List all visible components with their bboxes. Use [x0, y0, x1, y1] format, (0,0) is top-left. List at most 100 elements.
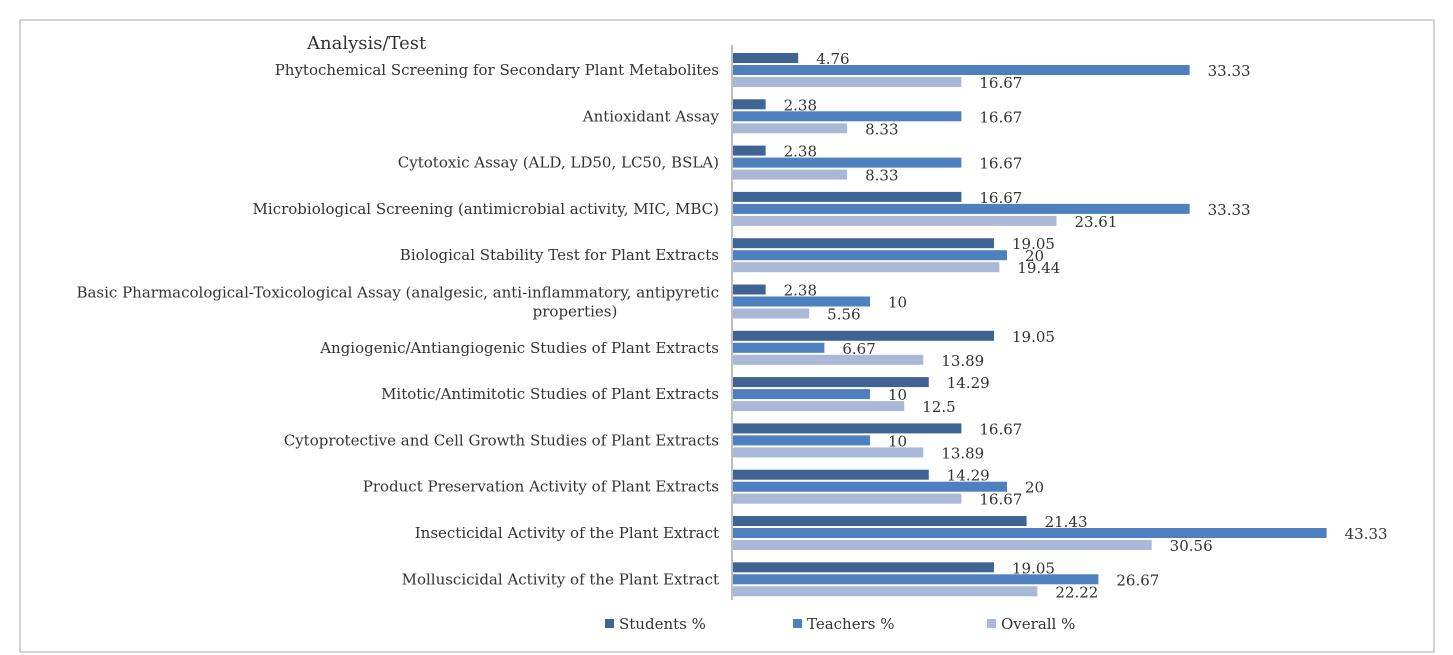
category-label: Microbiological Screening (antimicrobial… — [253, 200, 719, 218]
category-group: Phytochemical Screening for Secondary Pl… — [275, 50, 1251, 92]
category-group: Molluscicidal Activity of the Plant Extr… — [402, 559, 1160, 601]
category-group: Basic Pharmacological-Toxicological Assa… — [76, 282, 907, 324]
data-label: 16.67 — [979, 74, 1022, 92]
legend-swatch — [793, 619, 802, 628]
bar-teachers — [733, 389, 870, 400]
data-label: 20 — [1025, 479, 1044, 497]
data-label: 2.38 — [784, 96, 817, 114]
legend-label: Overall % — [1001, 615, 1075, 633]
data-label: 2.38 — [784, 143, 817, 161]
category-label: Phytochemical Screening for Secondary Pl… — [275, 61, 719, 79]
bar-teachers — [733, 296, 870, 307]
data-label: 16.67 — [979, 491, 1022, 509]
data-label: 14.29 — [947, 374, 990, 392]
bar-students — [733, 238, 994, 249]
bar-teachers — [733, 111, 962, 122]
category-label: Basic Pharmacological-Toxicological Assa… — [76, 284, 719, 321]
data-label: 6.67 — [842, 340, 875, 358]
bar-teachers — [733, 157, 962, 168]
bar-students — [733, 562, 994, 573]
data-label: 8.33 — [865, 120, 898, 138]
legend-item: Students % — [605, 615, 706, 633]
legend-item: Overall % — [987, 615, 1075, 633]
bars-layer: Phytochemical Screening for Secondary Pl… — [76, 50, 1387, 601]
data-label: 13.89 — [941, 352, 984, 370]
bar-overall — [733, 447, 924, 458]
bar-teachers — [733, 574, 1099, 585]
bar-students — [733, 423, 962, 434]
chart-frame — [19, 19, 1435, 653]
data-label: 8.33 — [865, 167, 898, 185]
bar-teachers — [733, 481, 1007, 492]
axis-title: Analysis/Test — [306, 33, 427, 54]
bar-overall — [733, 262, 1000, 273]
category-group: Mitotic/Antimitotic Studies of Plant Ext… — [381, 374, 990, 416]
data-label: 23.61 — [1074, 213, 1117, 231]
category-group: Microbiological Screening (antimicrobial… — [253, 189, 1251, 231]
data-label: 10 — [888, 386, 907, 404]
category-group: Biological Stability Test for Plant Extr… — [400, 235, 1060, 277]
bar-students — [733, 191, 962, 202]
data-label: 33.33 — [1208, 62, 1251, 80]
bar-overall — [733, 308, 810, 319]
data-label: 19.05 — [1012, 559, 1055, 577]
data-label: 10 — [888, 432, 907, 450]
bar-teachers — [733, 65, 1190, 75]
bar-overall — [733, 401, 905, 412]
bar-students — [733, 145, 766, 156]
bar-students — [733, 330, 994, 341]
bar-overall — [733, 123, 848, 134]
data-label: 12.5 — [922, 398, 955, 416]
data-label: 19.05 — [1012, 328, 1055, 346]
data-label: 14.29 — [947, 467, 990, 485]
data-label: 26.67 — [1116, 571, 1159, 589]
category-group: Product Preservation Activity of Plant E… — [363, 467, 1044, 509]
bar-students — [733, 516, 1027, 526]
category-label: Mitotic/Antimitotic Studies of Plant Ext… — [381, 385, 719, 403]
data-label: 16.67 — [979, 189, 1022, 207]
legend-item: Teachers % — [793, 615, 895, 633]
bar-students — [733, 99, 766, 110]
category-label: Angiogenic/Antiangiogenic Studies of Pla… — [319, 339, 719, 357]
data-label: 16.67 — [979, 155, 1022, 173]
bar-teachers — [733, 528, 1327, 538]
category-group: Cytotoxic Assay (ALD, LD50, LC50, BSLA) 2… — [398, 143, 1023, 185]
bar-teachers — [733, 250, 1007, 261]
bar-overall — [733, 586, 1038, 597]
data-label: 33.33 — [1208, 201, 1251, 219]
bar-overall — [733, 169, 848, 180]
legend-swatch — [987, 619, 996, 628]
legend-swatch — [605, 619, 614, 628]
category-label: Insecticidal Activity of the Plant Extra… — [415, 524, 719, 542]
data-label: 16.67 — [979, 420, 1022, 438]
data-label: 20 — [1025, 247, 1044, 265]
bar-overall — [733, 493, 962, 504]
data-label: 4.76 — [816, 50, 849, 68]
category-label: Cytotoxic Assay (ALD, LD50, LC50, BSLA) — [398, 154, 719, 172]
bar-students — [733, 284, 766, 295]
category-label: Cytoprotective and Cell Growth Studies o… — [284, 431, 719, 449]
data-label: 2.38 — [784, 282, 817, 300]
bar-overall — [733, 77, 962, 87]
bar-overall — [733, 354, 924, 365]
legend: Students % Teachers % Overall % — [605, 615, 1075, 633]
data-label: 22.22 — [1055, 583, 1098, 601]
bar-teachers — [733, 203, 1190, 214]
data-label: 43.33 — [1345, 525, 1388, 543]
category-group: Cytoprotective and Cell Growth Studies o… — [284, 420, 1023, 462]
bar-teachers — [733, 342, 825, 353]
category-label: Product Preservation Activity of Plant E… — [363, 478, 719, 496]
bar-students — [733, 53, 799, 63]
bar-overall — [733, 540, 1152, 550]
data-label: 13.89 — [941, 444, 984, 462]
bar-students — [733, 469, 929, 480]
category-group: Angiogenic/Antiangiogenic Studies of Pla… — [319, 328, 1055, 370]
legend-label: Teachers % — [807, 615, 895, 633]
data-label: 10 — [888, 294, 907, 312]
category-label: Antioxidant Assay — [582, 107, 720, 125]
data-label: 21.43 — [1045, 513, 1088, 531]
data-label: 19.05 — [1012, 235, 1055, 253]
category-group: Insecticidal Activity of the Plant Extra… — [415, 513, 1388, 555]
category-label: Molluscicidal Activity of the Plant Extr… — [402, 570, 719, 588]
